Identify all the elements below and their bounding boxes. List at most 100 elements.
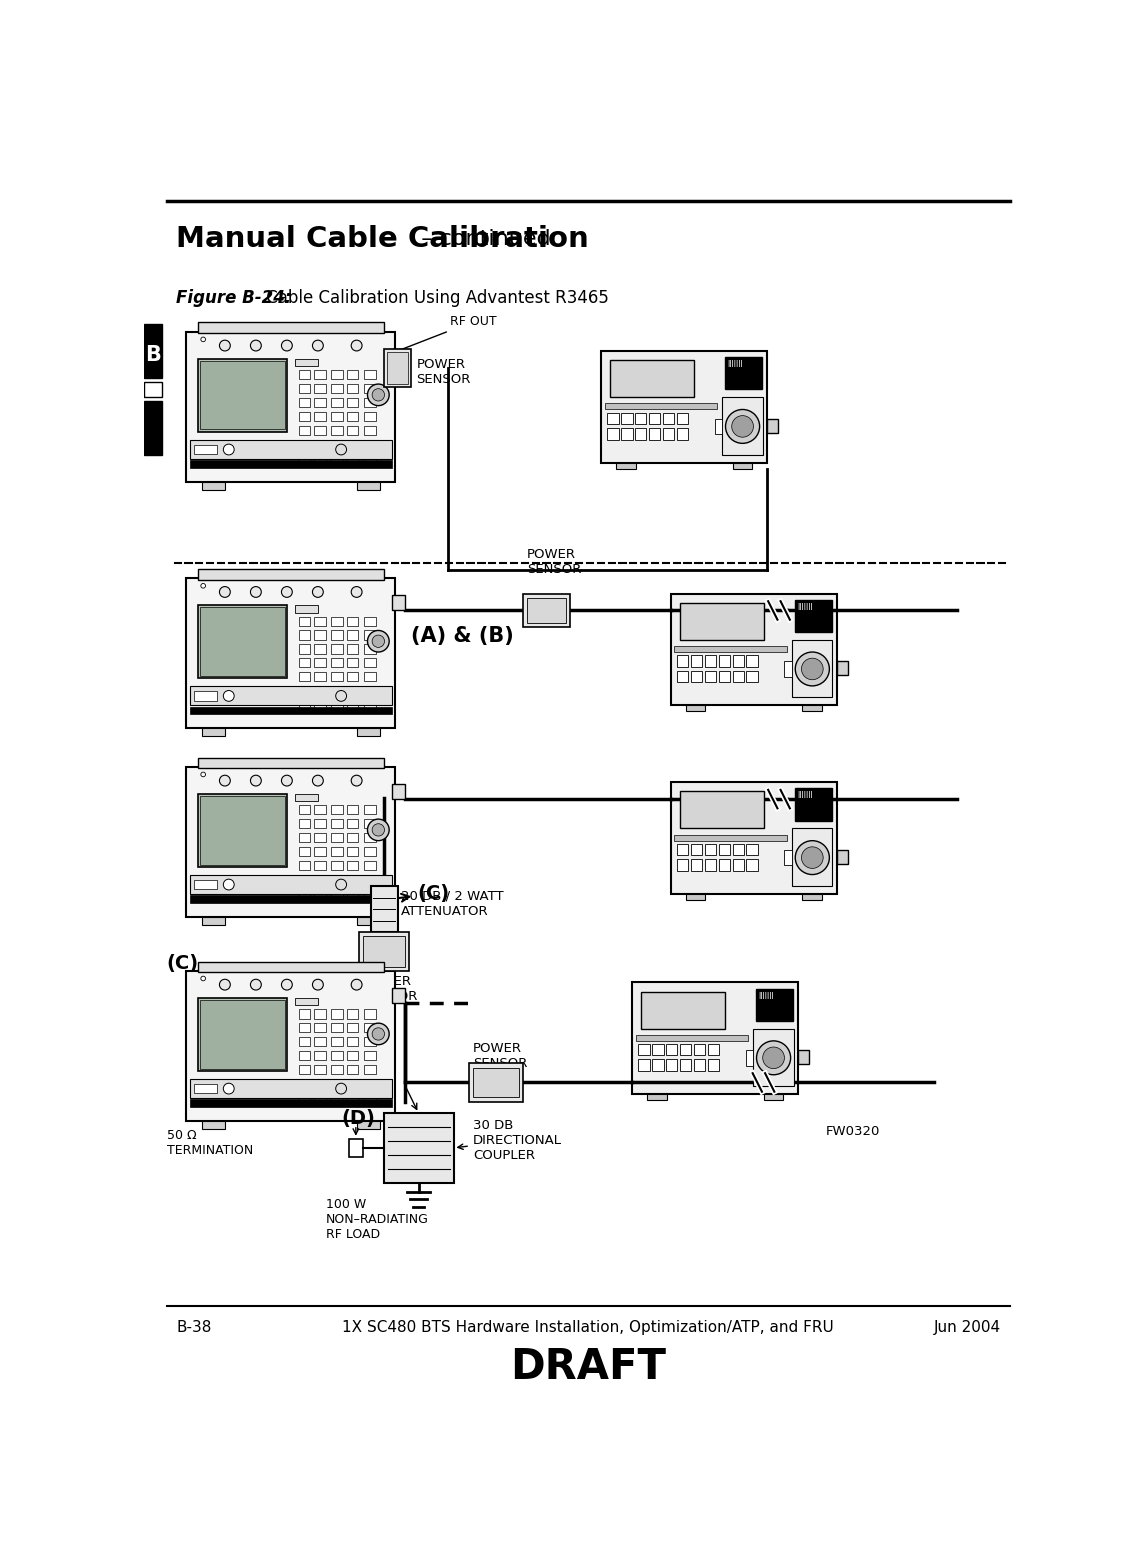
Bar (746, 859, 758, 871)
Text: (A) & (B): (A) & (B) (411, 626, 513, 646)
Circle shape (224, 879, 234, 890)
Text: (D): (D) (341, 1109, 375, 1128)
Bar (732, 844, 744, 856)
Bar (331, 385, 342, 394)
Bar (364, 385, 377, 394)
Bar (755, 989, 793, 1021)
Bar (347, 874, 358, 884)
Bar (364, 616, 377, 626)
Bar (364, 1023, 377, 1032)
Bar (315, 425, 326, 434)
Circle shape (201, 976, 205, 981)
Bar (191, 874, 391, 895)
Circle shape (372, 635, 385, 647)
Text: (C): (C) (166, 953, 199, 973)
Circle shape (367, 819, 389, 840)
Bar (298, 1065, 310, 1074)
Bar (298, 833, 310, 842)
Bar (331, 847, 342, 856)
Circle shape (801, 847, 823, 868)
Bar (331, 453, 342, 462)
Circle shape (351, 587, 362, 598)
Bar (315, 1092, 326, 1102)
Circle shape (250, 980, 262, 990)
Bar (347, 686, 358, 695)
Circle shape (201, 337, 205, 341)
Bar (605, 403, 718, 409)
Bar (527, 598, 566, 623)
Bar (652, 1044, 664, 1055)
Bar (197, 998, 287, 1071)
Bar (794, 599, 831, 632)
Bar (357, 482, 380, 490)
Bar (693, 1044, 705, 1055)
Bar (719, 859, 730, 871)
Bar (680, 791, 763, 828)
Bar (347, 644, 358, 654)
Bar (347, 1092, 358, 1102)
Bar (364, 413, 377, 422)
Bar (331, 371, 342, 380)
Bar (298, 1009, 310, 1018)
Bar (621, 413, 633, 423)
Bar (705, 671, 716, 681)
Bar (191, 460, 391, 468)
Circle shape (372, 1027, 385, 1040)
Bar (638, 1044, 650, 1055)
Bar (315, 686, 326, 695)
Bar (746, 1051, 753, 1066)
Bar (331, 399, 342, 408)
Bar (331, 819, 342, 828)
Bar (387, 352, 408, 385)
Bar (676, 655, 689, 666)
Circle shape (335, 1083, 347, 1094)
Bar (186, 332, 395, 482)
Circle shape (250, 587, 262, 598)
Bar (197, 757, 383, 768)
Bar (691, 671, 703, 681)
Bar (363, 936, 405, 967)
Bar (746, 671, 758, 681)
Bar (610, 360, 693, 397)
Bar (652, 1060, 664, 1071)
Bar (732, 859, 744, 871)
Bar (331, 1092, 342, 1102)
Bar (315, 805, 326, 814)
Bar (391, 595, 405, 610)
Circle shape (201, 584, 205, 589)
Bar (197, 961, 383, 972)
Bar (364, 644, 377, 654)
Bar (331, 1078, 342, 1088)
Bar (298, 658, 310, 667)
Bar (798, 1051, 809, 1065)
Bar (767, 419, 778, 433)
Bar (616, 462, 636, 468)
Text: Cable Calibration Using Advantest R3465: Cable Calibration Using Advantest R3465 (262, 289, 610, 307)
Bar (298, 672, 310, 681)
Bar (792, 828, 832, 887)
Bar (200, 796, 285, 865)
Bar (298, 874, 310, 884)
Bar (687, 705, 705, 711)
Bar (315, 1009, 326, 1018)
Bar (202, 1122, 225, 1129)
Bar (649, 413, 660, 423)
Bar (719, 844, 730, 856)
Bar (607, 428, 619, 439)
Bar (202, 728, 225, 735)
Bar (194, 445, 217, 454)
Bar (347, 1065, 358, 1074)
Circle shape (757, 1041, 791, 1075)
Circle shape (281, 340, 293, 351)
Bar (298, 686, 310, 695)
Circle shape (219, 776, 231, 786)
Text: IIIIIII: IIIIIII (758, 992, 774, 1001)
Circle shape (335, 443, 347, 454)
Bar (197, 358, 287, 431)
Bar (347, 439, 358, 448)
Bar (200, 362, 285, 430)
Bar (197, 569, 383, 579)
Bar (347, 1078, 358, 1088)
Bar (298, 1023, 310, 1032)
Bar (194, 1085, 217, 1094)
